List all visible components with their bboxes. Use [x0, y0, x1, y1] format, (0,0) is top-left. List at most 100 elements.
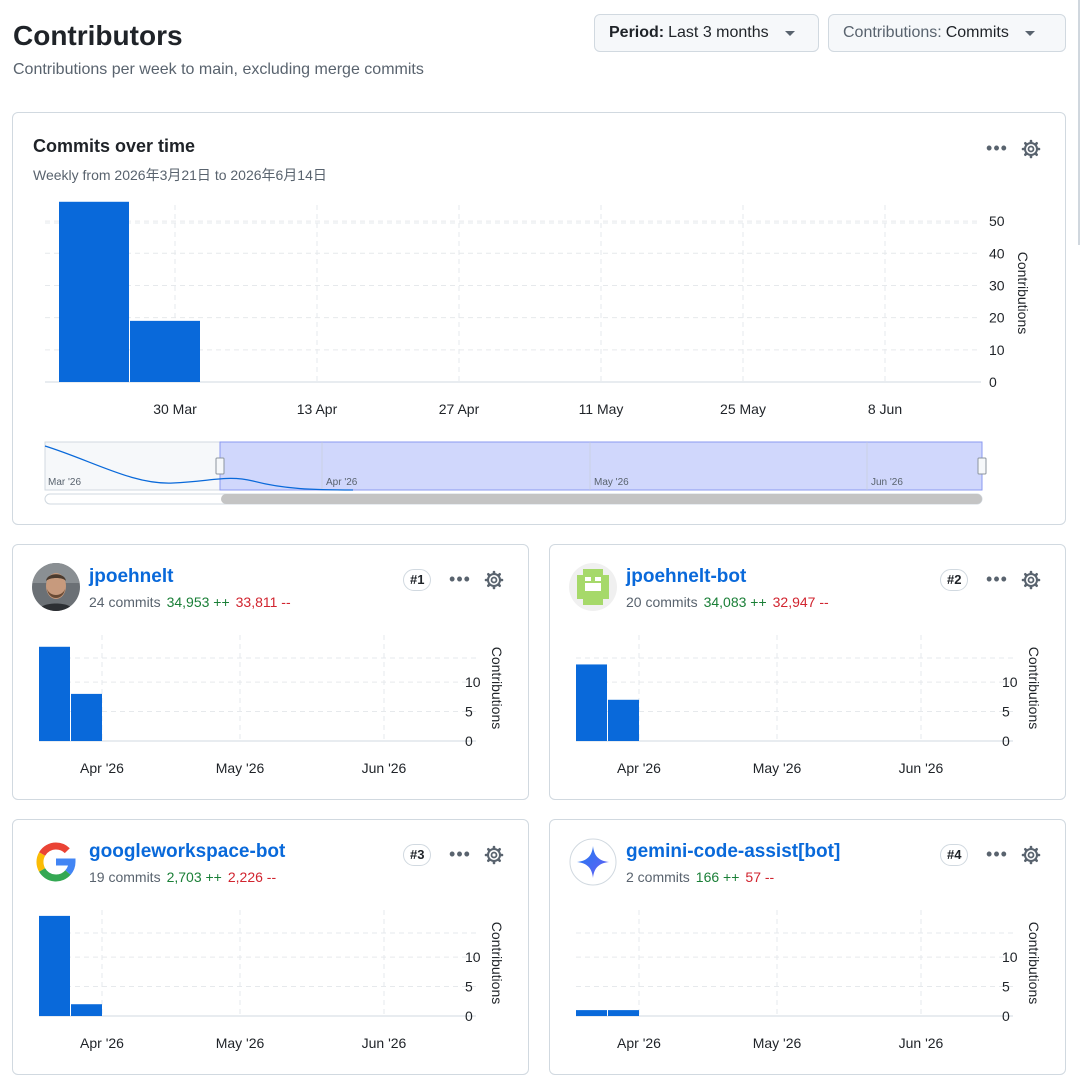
commit-count: 2 commits	[626, 869, 690, 885]
commit-count: 19 commits	[89, 869, 161, 885]
x-tick-label: May '26	[753, 1035, 802, 1051]
period-value: Last 3 months	[668, 24, 769, 41]
commit-bar	[608, 699, 639, 741]
x-tick-label: 27 Apr	[439, 401, 480, 417]
additions-count: 2,703 ++	[166, 869, 222, 885]
identicon-icon[interactable]	[569, 563, 617, 611]
commit-bar	[608, 1010, 639, 1016]
contributor-card: jpoehnelt-bot 20 commits 34,083 ++ 32,947 -…	[549, 544, 1066, 800]
x-tick-label: Jun '26	[362, 1035, 407, 1051]
contributor-stats: 20 commits 34,083 ++ 32,947 --	[626, 594, 829, 610]
navigator-label: May '26	[594, 477, 629, 488]
x-tick-label: May '26	[753, 760, 802, 776]
x-tick-label: Apr '26	[80, 760, 124, 776]
y-tick-label: 5	[465, 704, 473, 720]
contributor-name-link[interactable]: jpoehnelt	[89, 566, 174, 587]
panel-date-range: Weekly from 2026年3月21日 to 2026年6月14日	[33, 167, 327, 183]
x-tick-label: 13 Apr	[297, 401, 338, 417]
x-tick-label: May '26	[216, 1035, 265, 1051]
navigator-handle[interactable]	[977, 457, 987, 475]
y-axis-label: Contributions	[1026, 922, 1042, 1005]
panel-title: Commits over time	[33, 136, 196, 156]
contributions-value: Commits	[945, 24, 1009, 41]
additions-count: 166 ++	[695, 869, 740, 885]
window-scrollbar[interactable]	[1078, 0, 1080, 245]
y-tick-label: 0	[989, 374, 997, 390]
y-axis-label: Contributions	[489, 922, 505, 1005]
gear-icon[interactable]	[480, 566, 508, 594]
contributions-dropdown[interactable]: Contributions: Commits	[828, 14, 1066, 52]
x-tick-label: Apr '26	[80, 1035, 124, 1051]
contributor-name-link[interactable]: gemini-code-assist[bot]	[626, 841, 841, 862]
navigator-scrollbar-thumb[interactable]	[221, 494, 982, 504]
additions-count: 34,083 ++	[703, 594, 767, 610]
commit-bar	[576, 1010, 607, 1016]
contributor-stats: 19 commits 2,703 ++ 2,226 --	[89, 869, 276, 885]
y-axis-label: Contributions	[1015, 252, 1031, 335]
kebab-horizontal-icon[interactable]: •••	[449, 569, 471, 589]
additions-count: 34,953 ++	[166, 594, 230, 610]
page-title: Contributors	[13, 20, 183, 51]
x-tick-label: Apr '26	[617, 760, 661, 776]
y-tick-label: 10	[465, 674, 481, 690]
rank-badge: #4	[940, 844, 969, 866]
gemini-sparkle-icon[interactable]	[569, 838, 617, 886]
x-tick-label: 30 Mar	[153, 401, 197, 417]
kebab-horizontal-icon[interactable]: •••	[986, 138, 1008, 158]
navigator-label: Apr '26	[326, 477, 358, 488]
caret-down-icon	[1024, 30, 1035, 36]
x-tick-label: May '26	[216, 760, 265, 776]
y-axis-label: Contributions	[489, 647, 505, 730]
x-tick-label: 25 May	[720, 401, 766, 417]
y-tick-label: 10	[1002, 674, 1018, 690]
y-tick-label: 5	[1002, 979, 1010, 995]
gear-icon[interactable]	[1017, 841, 1045, 869]
contributor-card: gemini-code-assist[bot] 2 commits 166 ++ 57…	[549, 819, 1066, 1075]
kebab-horizontal-icon[interactable]: •••	[986, 844, 1008, 864]
y-tick-label: 0	[465, 733, 473, 749]
contributor-commits-chart: 0 5 10 Apr '26 May '26 Jun '26 Contributions	[39, 635, 505, 776]
y-tick-label: 30	[989, 277, 1005, 293]
gear-icon[interactable]	[1017, 135, 1045, 163]
period-dropdown[interactable]: Period: Last 3 months	[594, 14, 819, 52]
commit-bar	[39, 915, 70, 1016]
contributor-commits-chart: 0 5 10 Apr '26 May '26 Jun '26 Contributions	[576, 910, 1042, 1051]
gear-icon[interactable]	[1017, 566, 1045, 594]
x-tick-label: 11 May	[579, 401, 624, 417]
x-tick-label: Apr '26	[617, 1035, 661, 1051]
y-tick-label: 10	[465, 949, 481, 965]
navigator-series-line	[44, 445, 354, 491]
page-subtitle: Contributions per week to main, excludin…	[13, 61, 424, 78]
y-tick-label: 50	[989, 213, 1005, 229]
y-tick-label: 0	[465, 1008, 473, 1024]
commit-bar	[71, 693, 102, 741]
person-photo-icon[interactable]	[32, 563, 80, 611]
y-tick-label: 20	[989, 310, 1005, 326]
x-tick-label: Jun '26	[899, 1035, 944, 1051]
commit-bar	[130, 320, 200, 382]
commit-count: 20 commits	[626, 594, 698, 610]
navigator-label: Jun '26	[871, 477, 903, 488]
kebab-horizontal-icon[interactable]: •••	[986, 569, 1008, 589]
navigator-selection	[219, 441, 983, 491]
y-axis-label: Contributions	[1026, 647, 1042, 730]
y-tick-label: 5	[465, 979, 473, 995]
y-tick-label: 0	[1002, 733, 1010, 749]
navigator-label: Mar '26	[48, 477, 81, 488]
rank-badge: #3	[403, 844, 432, 866]
kebab-horizontal-icon[interactable]: •••	[449, 844, 471, 864]
contributor-name-link[interactable]: jpoehnelt-bot	[626, 566, 747, 587]
navigator-handle[interactable]	[215, 457, 225, 475]
commit-bar	[71, 1004, 102, 1016]
rank-badge: #1	[403, 569, 432, 591]
contributor-name-link[interactable]: googleworkspace-bot	[89, 841, 286, 862]
y-tick-label: 10	[1002, 949, 1018, 965]
google-g-icon[interactable]	[32, 838, 80, 886]
gear-icon[interactable]	[480, 841, 508, 869]
commit-bar	[59, 201, 129, 382]
contributor-commits-chart: 0 5 10 Apr '26 May '26 Jun '26 Contributions	[39, 910, 505, 1051]
contributor-commits-chart: 0 5 10 Apr '26 May '26 Jun '26 Contributions	[576, 635, 1042, 776]
x-tick-label: 8 Jun	[868, 401, 902, 417]
commits-over-time-chart: 0 10 20 30 40 50 30 Mar 13 Apr 27 Apr 11 May 25 Ma…	[44, 201, 1031, 505]
rank-badge: #2	[940, 569, 969, 591]
